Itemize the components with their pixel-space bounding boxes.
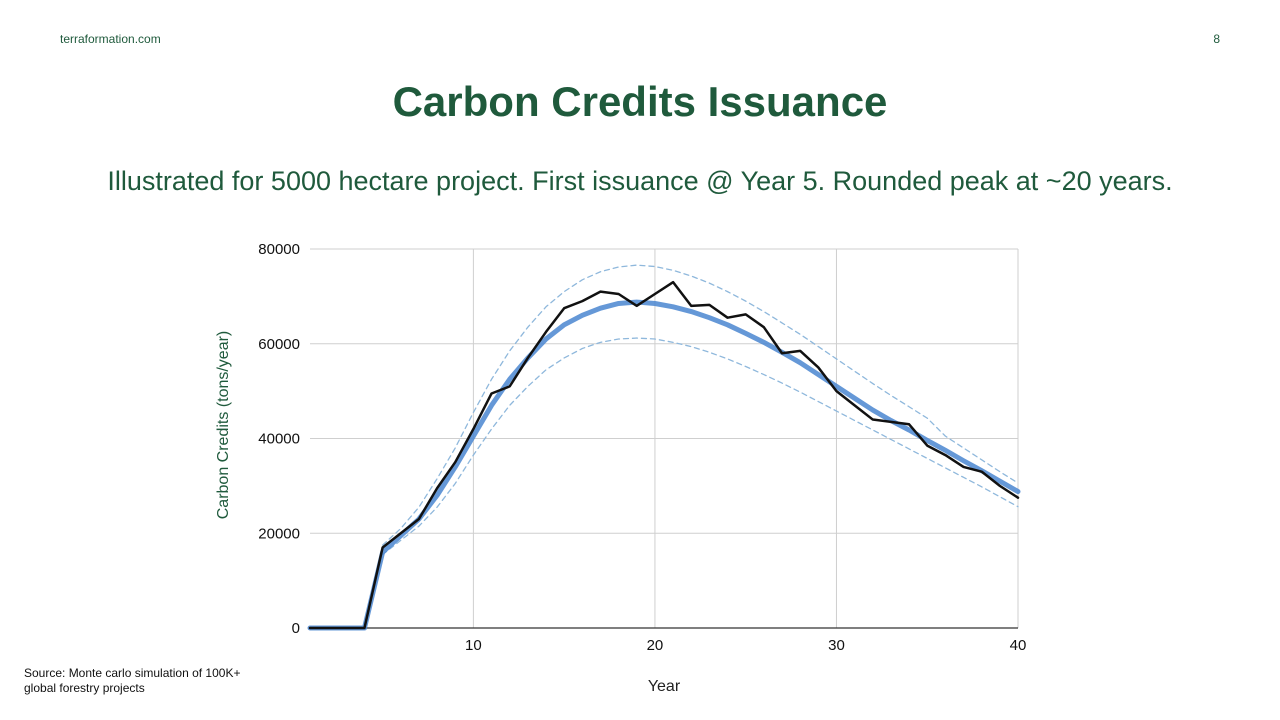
y-tick-label: 80000 bbox=[258, 241, 300, 258]
x-axis-label: Year bbox=[648, 678, 681, 695]
x-tick-label: 10 bbox=[465, 637, 482, 654]
x-tick-label: 30 bbox=[828, 637, 845, 654]
series-line bbox=[381, 337, 1019, 556]
chart-title: Carbon Credits Issuance bbox=[393, 78, 888, 125]
x-tick-label: 40 bbox=[1010, 637, 1027, 654]
chart-subtitle: Illustrated for 5000 hectare project. Fi… bbox=[107, 166, 1172, 196]
y-tick-label: 60000 bbox=[258, 336, 300, 353]
series-line bbox=[307, 299, 1021, 631]
y-tick-label: 0 bbox=[292, 620, 300, 637]
y-tick-label: 40000 bbox=[258, 431, 300, 448]
source-box: Source: Monte carlo simulation of 100K+ … bbox=[24, 666, 241, 695]
source-note: Source: Monte carlo simulation of 100K+ … bbox=[24, 666, 241, 695]
x-tick-label: 20 bbox=[647, 637, 664, 654]
y-tick-label: 20000 bbox=[258, 525, 300, 542]
y-axis-label: Carbon Credits (tons/year) bbox=[215, 331, 232, 520]
page-number: 8 bbox=[1213, 32, 1220, 46]
site-name: terraformation.com bbox=[60, 32, 161, 46]
series-line bbox=[381, 264, 1019, 546]
series-line bbox=[308, 280, 1020, 630]
